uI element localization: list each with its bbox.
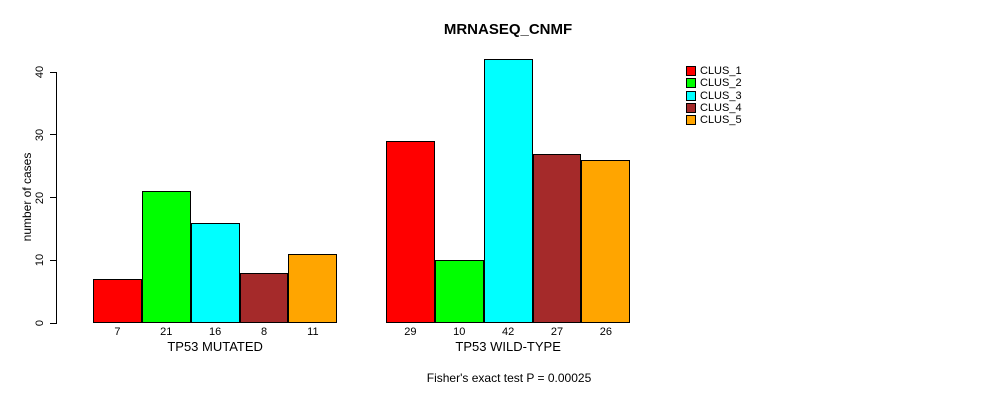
legend-label: CLUS_2	[700, 77, 742, 90]
y-tick-mark	[50, 197, 57, 198]
bar	[190, 222, 240, 323]
bar-value-label: 7	[114, 326, 121, 338]
bar-value-label: 11	[307, 326, 319, 338]
y-tick-label: 0	[34, 319, 46, 327]
y-tick-label: 10	[34, 254, 46, 267]
bar	[483, 59, 533, 323]
legend-label: CLUS_3	[700, 89, 742, 102]
bar	[434, 260, 484, 323]
bar-value-label: 29	[404, 326, 417, 338]
chart-title: MRNASEQ_CNMF	[443, 21, 573, 38]
legend-color-swatch	[686, 78, 696, 89]
legend-color-swatch	[686, 102, 696, 113]
bar-value-label: 16	[209, 326, 222, 338]
bar-value-label: 26	[599, 326, 612, 338]
bar-value-label: 27	[550, 326, 564, 338]
bar	[141, 191, 191, 323]
y-tick-label: 20	[34, 191, 46, 204]
y-tick-mark	[50, 322, 57, 324]
fisher-test-annotation: Fisher's exact test P = 0.00025	[426, 371, 592, 385]
y-tick-label: 30	[34, 128, 46, 141]
bar	[581, 159, 631, 323]
y-axis-label: number of cases	[20, 152, 34, 242]
legend-color-swatch	[686, 66, 696, 76]
legend-label: CLUS_5	[700, 114, 742, 127]
bar	[386, 141, 435, 323]
y-tick-mark	[50, 71, 57, 73]
bar-value-label: 8	[260, 326, 268, 338]
legend-color-swatch	[686, 90, 696, 101]
bar-value-label: 21	[160, 326, 173, 338]
group-label: TP53 MUTATED	[167, 339, 263, 354]
legend-label: CLUS_4	[700, 101, 742, 114]
legend-label: CLUS_1	[700, 65, 742, 77]
y-tick-mark	[50, 259, 57, 261]
bar	[532, 153, 582, 323]
bar	[239, 272, 289, 323]
y-tick-label: 40	[34, 65, 46, 79]
bar-value-label: 42	[502, 326, 515, 338]
bar-value-label: 10	[453, 326, 466, 338]
bar	[93, 279, 142, 323]
group-label: TP53 WILD-TYPE	[455, 339, 561, 354]
y-tick-mark	[50, 134, 57, 136]
bar	[288, 253, 338, 323]
legend-color-swatch	[686, 115, 696, 126]
